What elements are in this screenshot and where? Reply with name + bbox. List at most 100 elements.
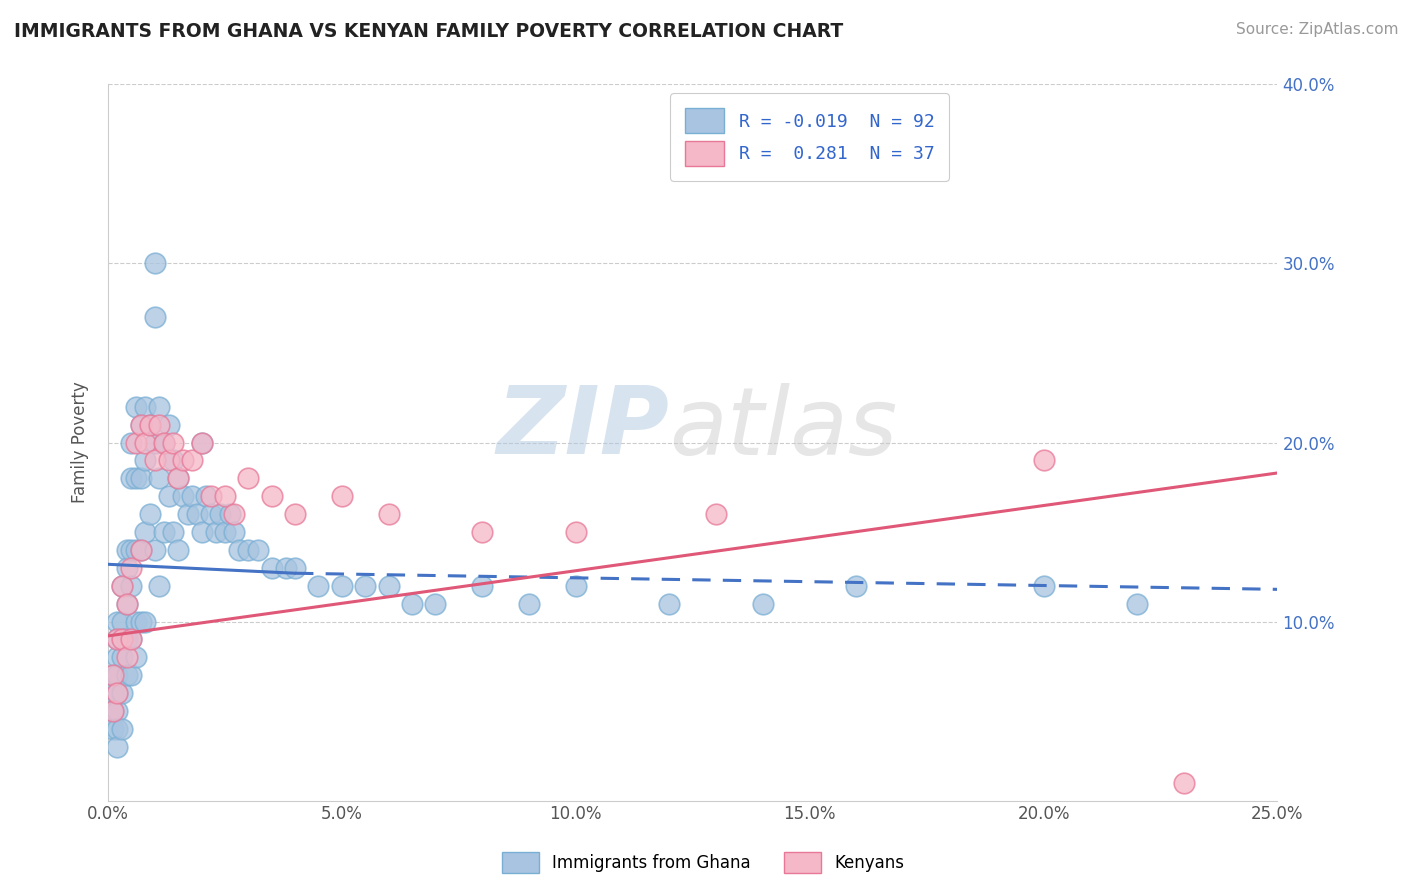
Point [308,579,330,593]
Point [162,524,184,539]
Point [246,543,269,558]
Point [284,561,307,575]
Point [134,453,156,467]
Point [148,400,170,414]
Point [354,579,377,593]
Point [200,507,222,521]
Point [172,453,194,467]
Point [425,597,447,611]
Point [471,524,494,539]
Point [115,668,138,682]
Point [153,524,176,539]
Point [111,632,134,647]
Point [1032,453,1054,467]
Point [111,650,134,665]
Point [181,489,204,503]
Point [148,417,170,432]
Point [134,435,156,450]
Point [125,471,148,485]
Point [195,489,218,503]
Point [105,722,128,736]
Point [284,507,307,521]
Point [120,632,142,647]
Point [120,579,142,593]
Point [157,417,180,432]
Point [139,417,162,432]
Point [517,597,540,611]
Point [101,704,124,718]
Point [260,489,283,503]
Point [105,632,128,647]
Point [330,489,353,503]
Point [111,615,134,629]
Point [125,543,148,558]
Point [139,507,162,521]
Point [105,704,128,718]
Point [167,471,190,485]
Point [125,650,148,665]
Point [111,579,134,593]
Point [129,543,152,558]
Point [1126,597,1149,611]
Point [148,579,170,593]
Point [209,507,232,521]
Point [162,453,184,467]
Point [167,471,190,485]
Point [115,650,138,665]
Point [218,507,240,521]
Point [101,704,124,718]
Point [111,686,134,700]
Point [153,435,176,450]
Point [143,453,166,467]
Point [143,435,166,450]
Point [238,543,260,558]
Point [139,417,162,432]
Point [148,471,170,485]
Point [105,650,128,665]
Point [101,668,124,682]
Point [162,435,184,450]
Point [845,579,868,593]
Point [105,686,128,700]
Point [105,632,128,647]
Point [125,615,148,629]
Point [167,543,190,558]
Point [157,489,180,503]
Point [120,471,142,485]
Point [134,400,156,414]
Point [204,524,226,539]
Point [186,507,208,521]
Point [228,543,250,558]
Point [143,256,166,270]
Point [224,507,246,521]
Point [153,435,176,450]
Point [1173,775,1195,789]
Point [471,579,494,593]
Point [190,524,212,539]
Point [143,543,166,558]
Point [260,561,283,575]
Point [101,686,124,700]
Point [129,471,152,485]
Point [134,524,156,539]
Point [120,632,142,647]
Point [125,435,148,450]
Point [401,597,423,611]
Point [111,632,134,647]
Point [330,579,353,593]
Point [115,561,138,575]
Point [120,668,142,682]
Point [214,489,236,503]
Point [105,739,128,754]
Point [115,597,138,611]
Point [129,543,152,558]
Point [176,507,198,521]
Point [115,597,138,611]
Point [224,524,246,539]
Point [105,668,128,682]
Point [101,668,124,682]
Text: Source: ZipAtlas.com: Source: ZipAtlas.com [1236,22,1399,37]
Point [274,561,297,575]
Point [752,597,775,611]
Point [125,400,148,414]
